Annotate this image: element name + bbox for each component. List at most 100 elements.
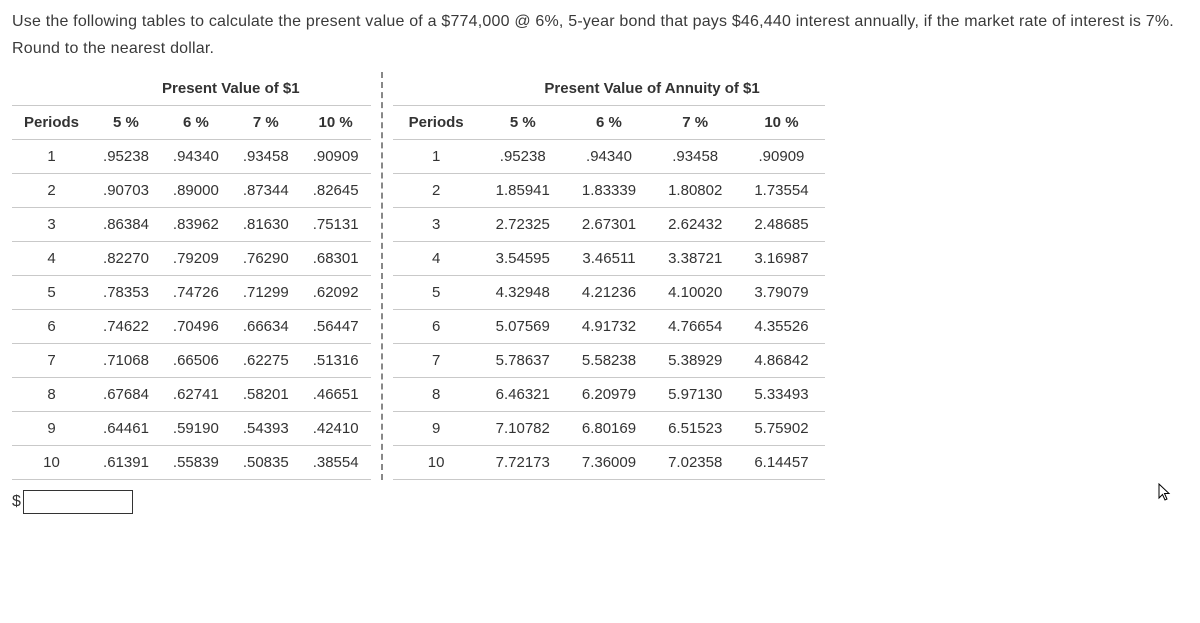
pva-cell: 7.72173 bbox=[480, 446, 566, 480]
pv-cell: .71068 bbox=[91, 344, 161, 378]
pv-period: 5 bbox=[12, 276, 91, 310]
pva-col-6: 6 % bbox=[566, 106, 652, 140]
pv-cell: .64461 bbox=[91, 412, 161, 446]
pva-cell: 5.97130 bbox=[652, 378, 738, 412]
pv-cell: .67684 bbox=[91, 378, 161, 412]
table-divider bbox=[381, 72, 383, 480]
pva-cell: .90909 bbox=[738, 140, 824, 174]
pv-col-periods: Periods bbox=[12, 106, 91, 140]
pva-cell: 4.76654 bbox=[652, 310, 738, 344]
pv-cell: .42410 bbox=[301, 412, 371, 446]
pv-period: 6 bbox=[12, 310, 91, 344]
pv-cell: .59190 bbox=[161, 412, 231, 446]
pva-cell: 5.07569 bbox=[480, 310, 566, 344]
table-row: 21.859411.833391.808021.73554 bbox=[393, 174, 825, 208]
pv-col-10: 10 % bbox=[301, 106, 371, 140]
pva-table: Present Value of Annuity of $1 Periods 5… bbox=[393, 72, 825, 480]
pva-cell: 6.46321 bbox=[480, 378, 566, 412]
pv-period: 8 bbox=[12, 378, 91, 412]
pva-cell: 4.91732 bbox=[566, 310, 652, 344]
pv-cell: .82645 bbox=[301, 174, 371, 208]
pva-cell: 3.79079 bbox=[738, 276, 824, 310]
pv-period: 3 bbox=[12, 208, 91, 242]
pva-cell: 4.21236 bbox=[566, 276, 652, 310]
pva-period: 3 bbox=[393, 208, 480, 242]
table-row: 5.78353.74726.71299.62092 bbox=[12, 276, 371, 310]
pva-cell: 6.80169 bbox=[566, 412, 652, 446]
pva-cell: 4.86842 bbox=[738, 344, 824, 378]
pva-cell: .93458 bbox=[652, 140, 738, 174]
pva-cell: 2.67301 bbox=[566, 208, 652, 242]
table-row: 9.64461.59190.54393.42410 bbox=[12, 412, 371, 446]
pva-cell: 7.36009 bbox=[566, 446, 652, 480]
pv-periods-blank bbox=[12, 72, 91, 106]
table-row: 8.67684.62741.58201.46651 bbox=[12, 378, 371, 412]
pv-cell: .87344 bbox=[231, 174, 301, 208]
pv-cell: .82270 bbox=[91, 242, 161, 276]
pv-cell: .74726 bbox=[161, 276, 231, 310]
table-row: 65.075694.917324.766544.35526 bbox=[393, 310, 825, 344]
pv-cell: .66506 bbox=[161, 344, 231, 378]
table-row: 7.71068.66506.62275.51316 bbox=[12, 344, 371, 378]
pva-cell: 5.38929 bbox=[652, 344, 738, 378]
pv-cell: .70496 bbox=[161, 310, 231, 344]
pv-cell: .55839 bbox=[161, 446, 231, 480]
pv-cell: .81630 bbox=[231, 208, 301, 242]
pva-cell: .95238 bbox=[480, 140, 566, 174]
answer-input[interactable] bbox=[23, 490, 133, 514]
pv-cell: .61391 bbox=[91, 446, 161, 480]
pva-cell: 3.46511 bbox=[566, 242, 652, 276]
table-row: 32.723252.673012.624322.48685 bbox=[393, 208, 825, 242]
table-row: 3.86384.83962.81630.75131 bbox=[12, 208, 371, 242]
pva-cell: 6.51523 bbox=[652, 412, 738, 446]
pva-cell: 5.75902 bbox=[738, 412, 824, 446]
pv-period: 9 bbox=[12, 412, 91, 446]
pv-title: Present Value of $1 bbox=[91, 72, 371, 106]
table-row: 86.463216.209795.971305.33493 bbox=[393, 378, 825, 412]
pva-col-5: 5 % bbox=[480, 106, 566, 140]
pv-cell: .74622 bbox=[91, 310, 161, 344]
pva-periods-blank bbox=[393, 72, 480, 106]
table-row: 75.786375.582385.389294.86842 bbox=[393, 344, 825, 378]
table-row: 4.82270.79209.76290.68301 bbox=[12, 242, 371, 276]
pv-cell: .62741 bbox=[161, 378, 231, 412]
pva-cell: 2.62432 bbox=[652, 208, 738, 242]
pva-period: 6 bbox=[393, 310, 480, 344]
pva-col-10: 10 % bbox=[738, 106, 824, 140]
pva-cell: 4.35526 bbox=[738, 310, 824, 344]
pva-cell: 7.10782 bbox=[480, 412, 566, 446]
pv-cell: .62092 bbox=[301, 276, 371, 310]
pv-period: 10 bbox=[12, 446, 91, 480]
pva-cell: 1.80802 bbox=[652, 174, 738, 208]
pv-cell: .38554 bbox=[301, 446, 371, 480]
question-text: Use the following tables to calculate th… bbox=[12, 8, 1188, 62]
pv-col-6: 6 % bbox=[161, 106, 231, 140]
pv-period: 4 bbox=[12, 242, 91, 276]
pva-period: 9 bbox=[393, 412, 480, 446]
table-row: 1.95238.94340.93458.90909 bbox=[12, 140, 371, 174]
pv-cell: .50835 bbox=[231, 446, 301, 480]
pv-cell: .58201 bbox=[231, 378, 301, 412]
pva-cell: 4.32948 bbox=[480, 276, 566, 310]
pv-cell: .66634 bbox=[231, 310, 301, 344]
pv-cell: .56447 bbox=[301, 310, 371, 344]
pva-cell: 1.73554 bbox=[738, 174, 824, 208]
pva-period: 8 bbox=[393, 378, 480, 412]
pv-cell: .93458 bbox=[231, 140, 301, 174]
pv-period: 2 bbox=[12, 174, 91, 208]
pv-period: 1 bbox=[12, 140, 91, 174]
table-row: 2.90703.89000.87344.82645 bbox=[12, 174, 371, 208]
pva-title: Present Value of Annuity of $1 bbox=[480, 72, 825, 106]
pva-period: 4 bbox=[393, 242, 480, 276]
pv-cell: .54393 bbox=[231, 412, 301, 446]
table-row: 54.329484.212364.100203.79079 bbox=[393, 276, 825, 310]
pva-cell: 1.83339 bbox=[566, 174, 652, 208]
pva-cell: 6.20979 bbox=[566, 378, 652, 412]
pv-cell: .89000 bbox=[161, 174, 231, 208]
pva-cell: 4.10020 bbox=[652, 276, 738, 310]
pva-cell: 7.02358 bbox=[652, 446, 738, 480]
table-row: 1.95238.94340.93458.90909 bbox=[393, 140, 825, 174]
pva-cell: 5.33493 bbox=[738, 378, 824, 412]
table-row: 107.721737.360097.023586.14457 bbox=[393, 446, 825, 480]
pv-cell: .83962 bbox=[161, 208, 231, 242]
